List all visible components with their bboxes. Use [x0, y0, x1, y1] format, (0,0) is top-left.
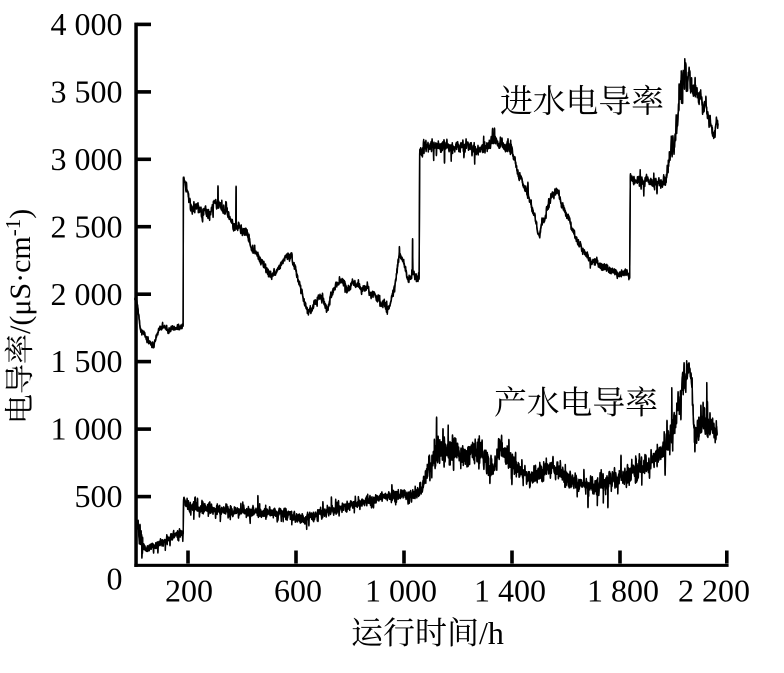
svg-text:3 500: 3 500 [51, 74, 123, 110]
svg-text:500: 500 [75, 478, 123, 514]
svg-text:1 500: 1 500 [51, 343, 123, 379]
svg-text:200: 200 [165, 573, 213, 609]
svg-text:1 000: 1 000 [365, 573, 437, 609]
svg-text:3 000: 3 000 [51, 141, 123, 177]
svg-text:4 000: 4 000 [51, 6, 123, 42]
svg-text:1 000: 1 000 [51, 411, 123, 447]
svg-text:/h: /h [479, 615, 504, 651]
svg-text:0: 0 [107, 561, 123, 597]
svg-text:1 400: 1 400 [474, 573, 546, 609]
svg-text:2 500: 2 500 [51, 208, 123, 244]
svg-text:1 800: 1 800 [587, 573, 659, 609]
svg-text:600: 600 [274, 573, 322, 609]
svg-text:2 000: 2 000 [51, 276, 123, 312]
svg-text:2 200: 2 200 [678, 573, 750, 609]
